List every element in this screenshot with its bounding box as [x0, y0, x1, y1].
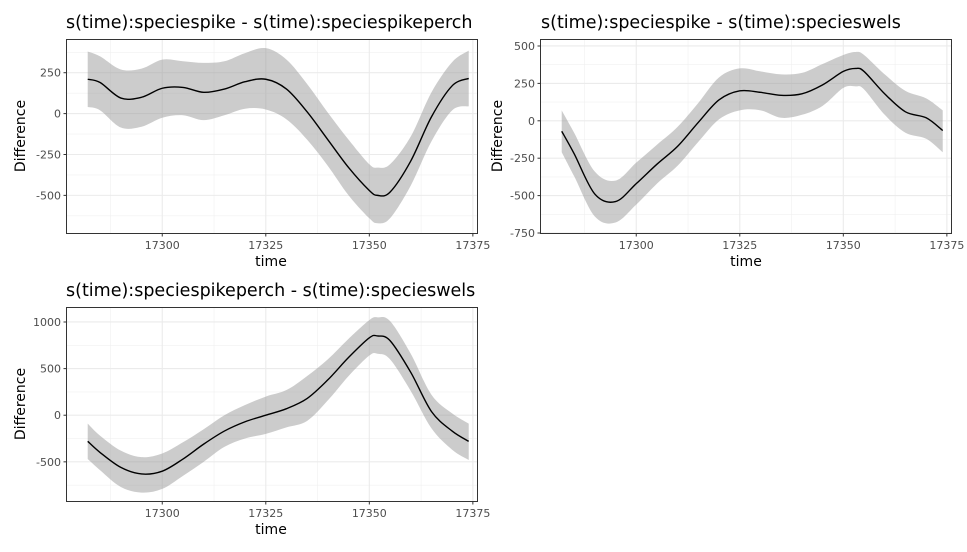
panel-3-x-tick-label: 17375	[455, 507, 490, 520]
panel-3-y-tick-label: 500	[40, 363, 61, 376]
panel-1: s(time):speciespike - s(time):speciespik…	[13, 13, 490, 270]
panel-2-confidence-ribbon	[561, 51, 943, 224]
panel-1-ribbon-layer	[87, 47, 469, 224]
panel-1-border	[66, 39, 478, 234]
panel-3-curve-layer	[87, 334, 470, 475]
panel-1-y-tick-label: 0	[54, 108, 61, 121]
panel-2-y-axis-title: Difference	[490, 100, 506, 172]
panel-1-confidence-ribbon	[87, 47, 469, 224]
panel-3-y-tick-label: -500	[36, 456, 61, 469]
panel-1-y-tick-label: 250	[40, 67, 61, 80]
panel-2-y-tick-label: 0	[528, 115, 535, 128]
panel-3-difference-line	[87, 334, 470, 475]
panel-2-x-tick-label: 17325	[722, 239, 757, 252]
panel-3-x-tick-label: 17325	[248, 507, 283, 520]
panel-2-axes: 17300 17325 17350 17375 -750 -500 -250 0 250 500	[510, 40, 964, 252]
panel-1-axes: 17300 17325 17350 17375 -500 -250 0 250	[36, 67, 490, 252]
panel-2-title: s(time):speciespike - s(time):specieswel…	[541, 13, 901, 33]
panel-3-y-tick-label: 0	[54, 409, 61, 422]
panel-3-title: s(time):speciespikeperch - s(time):speci…	[66, 281, 475, 301]
panel-2-ribbon-layer	[561, 51, 943, 224]
panel-3-ribbon-layer	[87, 316, 469, 493]
panel-3-border	[66, 307, 478, 502]
panel-2-y-tick-label: 250	[514, 77, 535, 90]
panel-2-x-tick-label: 17375	[929, 239, 964, 252]
panel-2-curve-layer	[561, 67, 944, 203]
panel-2-difference-line	[561, 67, 944, 203]
panel-1-x-tick-label: 17325	[248, 239, 283, 252]
panel-3-x-tick-label: 17350	[352, 507, 387, 520]
panel-1-title: s(time):speciespike - s(time):speciespik…	[66, 13, 472, 33]
panel-3-y-tick-label: 1000	[33, 316, 61, 329]
panel-3-x-axis-title: time	[255, 522, 287, 538]
panel-2-border	[540, 39, 952, 234]
panel-2-x-tick-label: 17350	[826, 239, 861, 252]
panel-2-x-axis-title: time	[730, 254, 762, 270]
panel-1-x-tick-label: 17350	[352, 239, 387, 252]
panel-2-y-tick-label: -750	[510, 227, 535, 240]
panel-3-axes: 17300 17325 17350 17375 -500 0 500 1000	[33, 316, 490, 520]
panel-1-curve-layer	[87, 77, 470, 197]
panel-2-y-tick-label: 500	[514, 40, 535, 53]
panel-1-x-tick-label: 17375	[455, 239, 490, 252]
panel-3-y-axis-title: Difference	[13, 368, 29, 440]
panel-2: s(time):speciespike - s(time):specieswel…	[490, 13, 964, 270]
panel-2-y-tick-label: -250	[510, 152, 535, 165]
panel-3-x-tick-label: 17300	[145, 507, 180, 520]
panel-1-x-axis-title: time	[255, 254, 287, 270]
panel-3: s(time):speciespikeperch - s(time):speci…	[13, 281, 490, 538]
panel-1-y-tick-label: -500	[36, 189, 61, 202]
panel-1-x-tick-label: 17300	[145, 239, 180, 252]
panel-1-y-tick-label: -250	[36, 148, 61, 161]
panel-3-confidence-ribbon	[87, 316, 469, 493]
panel-1-y-axis-title: Difference	[13, 100, 29, 172]
panel-2-y-tick-label: -500	[510, 190, 535, 203]
panel-2-x-tick-label: 17300	[619, 239, 654, 252]
panel-1-difference-line	[87, 77, 470, 197]
